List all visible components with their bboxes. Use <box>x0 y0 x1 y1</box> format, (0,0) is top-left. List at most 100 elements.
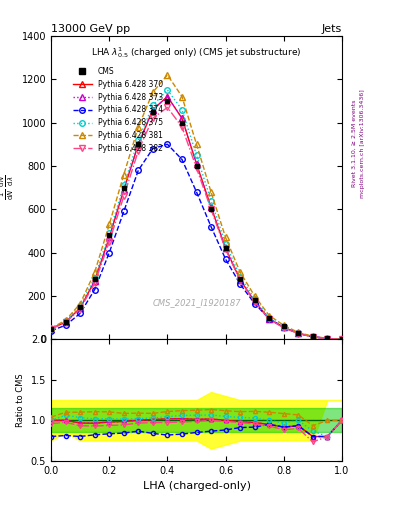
Pythia 6.428 381 <box>92 269 97 275</box>
Pythia 6.428 370 <box>92 278 97 284</box>
Pythia 6.428 374 <box>281 325 286 331</box>
Line: Pythia 6.428 375: Pythia 6.428 375 <box>48 87 345 342</box>
Text: mcplots.cern.ch [arXiv:1306.3436]: mcplots.cern.ch [arXiv:1306.3436] <box>360 89 365 198</box>
Pythia 6.428 373 <box>151 106 155 113</box>
Pythia 6.428 375 <box>340 336 344 343</box>
Pythia 6.428 373 <box>238 276 242 283</box>
Pythia 6.428 370 <box>223 245 228 251</box>
Pythia 6.428 381 <box>165 72 170 78</box>
Pythia 6.428 382 <box>267 316 272 322</box>
Pythia 6.428 382 <box>252 299 257 305</box>
Pythia 6.428 382 <box>281 325 286 331</box>
Pythia 6.428 373 <box>325 335 330 342</box>
Text: LHA $\lambda^1_{0.5}$ (charged only) (CMS jet substructure): LHA $\lambda^1_{0.5}$ (charged only) (CM… <box>91 45 302 60</box>
Pythia 6.428 382 <box>63 319 68 326</box>
Pythia 6.428 382 <box>165 104 170 111</box>
Pythia 6.428 374 <box>78 310 83 316</box>
Pythia 6.428 370 <box>209 204 213 210</box>
Pythia 6.428 373 <box>78 305 83 311</box>
CMS <box>238 275 242 282</box>
Pythia 6.428 375 <box>107 230 112 236</box>
Pythia 6.428 374 <box>209 224 213 230</box>
Pythia 6.428 374 <box>151 145 155 152</box>
Pythia 6.428 373 <box>121 187 126 193</box>
Pythia 6.428 381 <box>121 172 126 178</box>
Pythia 6.428 373 <box>267 316 272 322</box>
CMS <box>223 245 228 251</box>
Pythia 6.428 373 <box>92 278 97 284</box>
Pythia 6.428 381 <box>194 141 199 147</box>
Pythia 6.428 374 <box>63 322 68 328</box>
Pythia 6.428 373 <box>194 161 199 167</box>
Pythia 6.428 373 <box>340 336 344 343</box>
Pythia 6.428 370 <box>325 335 330 342</box>
Line: Pythia 6.428 373: Pythia 6.428 373 <box>48 94 345 342</box>
Pythia 6.428 374 <box>267 316 272 322</box>
Pythia 6.428 375 <box>267 315 272 321</box>
Pythia 6.428 381 <box>107 221 112 227</box>
Pythia 6.428 382 <box>340 336 344 343</box>
Pythia 6.428 370 <box>296 330 301 336</box>
Pythia 6.428 374 <box>107 249 112 255</box>
CMS <box>121 184 126 190</box>
Pythia 6.428 381 <box>180 94 184 100</box>
Pythia 6.428 374 <box>92 286 97 292</box>
Line: Pythia 6.428 374: Pythia 6.428 374 <box>48 141 345 342</box>
Pythia 6.428 382 <box>49 326 53 332</box>
Pythia 6.428 370 <box>107 234 112 241</box>
CMS <box>267 315 272 321</box>
Pythia 6.428 374 <box>136 167 141 174</box>
CMS <box>136 141 141 147</box>
Pythia 6.428 374 <box>238 281 242 287</box>
Pythia 6.428 381 <box>310 333 315 339</box>
Pythia 6.428 381 <box>325 335 330 342</box>
CMS <box>92 275 97 282</box>
Pythia 6.428 382 <box>121 193 126 199</box>
Pythia 6.428 382 <box>325 335 330 342</box>
Pythia 6.428 374 <box>252 301 257 307</box>
CMS <box>165 98 170 104</box>
Pythia 6.428 375 <box>238 273 242 280</box>
Pythia 6.428 373 <box>296 330 301 336</box>
Pythia 6.428 373 <box>281 325 286 331</box>
Pythia 6.428 382 <box>136 147 141 154</box>
CMS <box>49 326 53 332</box>
Pythia 6.428 381 <box>151 89 155 95</box>
Pythia 6.428 373 <box>209 204 213 210</box>
CMS <box>151 109 155 115</box>
Pythia 6.428 374 <box>340 336 344 343</box>
Pythia 6.428 370 <box>49 326 53 332</box>
Line: CMS: CMS <box>49 99 344 342</box>
Pythia 6.428 381 <box>267 312 272 318</box>
Pythia 6.428 381 <box>252 293 257 299</box>
CMS <box>252 297 257 304</box>
Pythia 6.428 373 <box>165 94 170 100</box>
Pythia 6.428 374 <box>180 156 184 162</box>
Pythia 6.428 381 <box>49 325 53 331</box>
Pythia 6.428 375 <box>252 296 257 303</box>
Pythia 6.428 375 <box>78 303 83 309</box>
Pythia 6.428 370 <box>310 334 315 340</box>
Text: Rivet 3.1.10, ≥ 2.5M events: Rivet 3.1.10, ≥ 2.5M events <box>352 100 357 187</box>
Pythia 6.428 374 <box>121 208 126 215</box>
Pythia 6.428 375 <box>281 324 286 330</box>
CMS <box>209 206 213 212</box>
Pythia 6.428 370 <box>165 94 170 100</box>
Pythia 6.428 382 <box>209 206 213 212</box>
CMS <box>325 335 330 342</box>
Line: Pythia 6.428 381: Pythia 6.428 381 <box>48 72 345 342</box>
Pythia 6.428 370 <box>78 305 83 311</box>
Pythia 6.428 370 <box>281 325 286 331</box>
Pythia 6.428 370 <box>252 298 257 305</box>
Pythia 6.428 373 <box>180 115 184 121</box>
Pythia 6.428 373 <box>107 234 112 241</box>
Pythia 6.428 373 <box>136 141 141 147</box>
Pythia 6.428 381 <box>136 124 141 130</box>
Pythia 6.428 375 <box>92 274 97 281</box>
Pythia 6.428 382 <box>223 246 228 252</box>
Pythia 6.428 375 <box>325 335 330 342</box>
Pythia 6.428 375 <box>310 333 315 339</box>
Pythia 6.428 373 <box>63 319 68 325</box>
Pythia 6.428 370 <box>63 319 68 325</box>
Pythia 6.428 382 <box>78 306 83 312</box>
